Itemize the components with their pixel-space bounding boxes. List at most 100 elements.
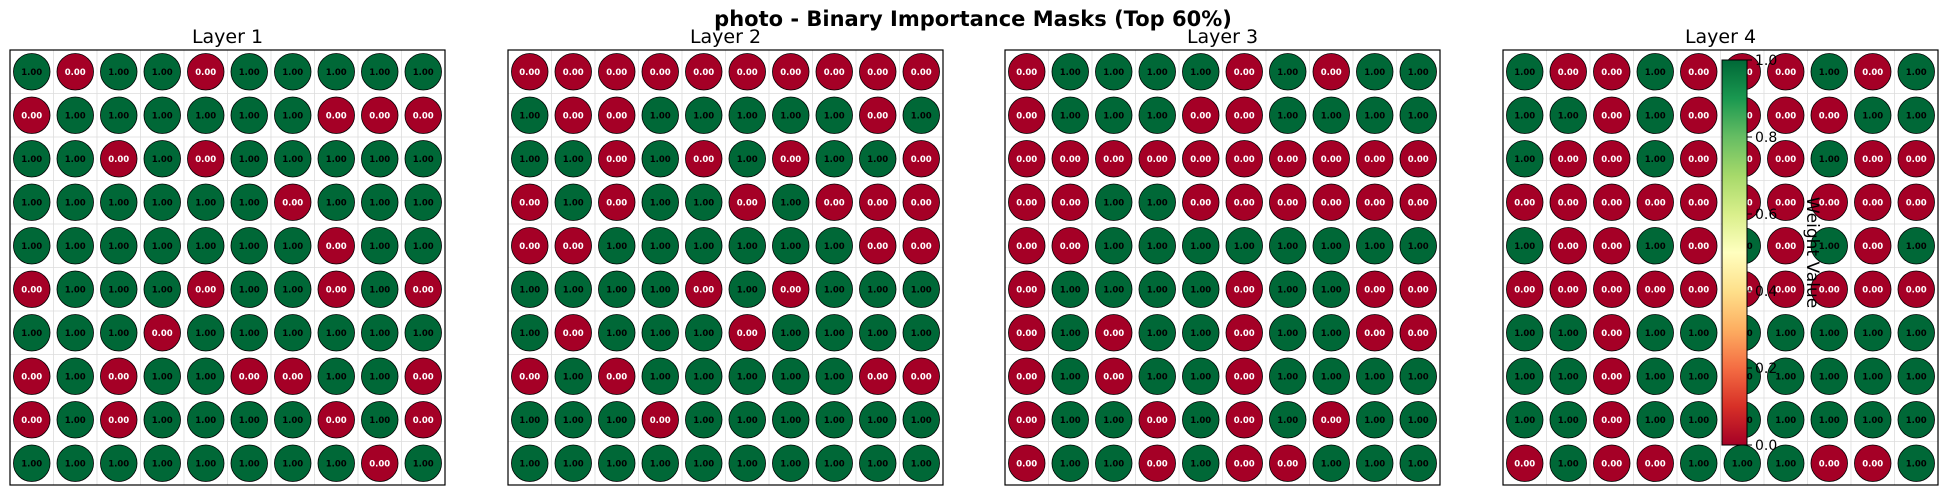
mask-cell	[361, 227, 399, 265]
cell-value-label: 0.00	[606, 198, 627, 208]
mask-cell	[143, 53, 181, 91]
mask-cell	[1680, 314, 1718, 352]
mask-cell	[1636, 357, 1674, 395]
cell-value-label: 1.00	[1147, 372, 1168, 382]
cell-value-label: 1.00	[563, 155, 584, 165]
mask-cell	[1225, 357, 1263, 395]
cell-value-label: 0.00	[369, 111, 390, 121]
mask-cell	[1008, 444, 1046, 482]
mask-cell	[1399, 357, 1437, 395]
cell-value-label: 0.00	[1147, 459, 1168, 469]
cell-value-label: 1.00	[867, 329, 888, 339]
mask-cell	[1225, 53, 1263, 91]
cell-value-label: 0.00	[1775, 242, 1796, 252]
cell-value-label: 1.00	[21, 329, 42, 339]
cell-value-label: 1.00	[65, 242, 86, 252]
mask-cell	[1399, 444, 1437, 482]
cell-value-label: 1.00	[1819, 68, 1840, 78]
colorbar: 0.0 0.2 0.4 0.6 0.8 1.0 Weight Value	[1721, 53, 1822, 454]
mask-cell	[187, 96, 225, 134]
cell-value-label: 0.00	[108, 155, 129, 165]
mask-cell	[554, 227, 592, 265]
cell-value-label: 1.00	[650, 329, 671, 339]
mask-cell	[317, 140, 355, 178]
mask-cell	[361, 270, 399, 308]
cell-value-label: 0.00	[519, 68, 540, 78]
mask-cell	[1399, 314, 1437, 352]
mask-cell	[1897, 401, 1935, 439]
mask-cell	[361, 357, 399, 395]
mask-cell	[728, 270, 766, 308]
cell-value-label: 1.00	[369, 242, 390, 252]
cell-value-label: 1.00	[693, 459, 714, 469]
cell-value-label: 0.00	[737, 198, 758, 208]
mask-cell	[902, 96, 940, 134]
cell-value-label: 1.00	[563, 459, 584, 469]
mask-cell	[641, 444, 679, 482]
cell-value-label: 1.00	[369, 155, 390, 165]
cell-value-label: 1.00	[737, 416, 758, 426]
cell-value-label: 1.00	[1558, 459, 1579, 469]
mask-cell	[1549, 444, 1587, 482]
cell-value-label: 0.00	[1277, 198, 1298, 208]
mask-cell	[404, 444, 442, 482]
mask-cell	[641, 314, 679, 352]
cell-value-label: 1.00	[693, 416, 714, 426]
cell-value-label: 1.00	[413, 68, 434, 78]
mask-cell	[1636, 53, 1674, 91]
cell-value-label: 0.00	[563, 111, 584, 121]
mask-cell	[728, 96, 766, 134]
cell-value-label: 1.00	[413, 155, 434, 165]
cell-value-label: 1.00	[1364, 416, 1385, 426]
mask-cell	[685, 314, 723, 352]
cell-value-label: 0.00	[1601, 285, 1622, 295]
cell-value-label: 0.00	[413, 285, 434, 295]
mask-cell	[1549, 270, 1587, 308]
mask-cell	[1810, 357, 1848, 395]
mask-cell	[772, 227, 810, 265]
cell-value-label: 1.00	[693, 198, 714, 208]
mask-cell	[1138, 53, 1176, 91]
cell-value-label: 1.00	[1321, 459, 1342, 469]
cell-value-label: 1.00	[563, 372, 584, 382]
cell-value-label: 1.00	[867, 416, 888, 426]
cell-value-label: 0.00	[1906, 198, 1927, 208]
cell-value-label: 0.00	[1688, 68, 1709, 78]
cell-value-label: 0.00	[911, 155, 932, 165]
mask-cell	[1854, 444, 1892, 482]
cell-value-label: 1.00	[152, 242, 173, 252]
cell-value-label: 1.00	[1321, 242, 1342, 252]
mask-cell	[1636, 314, 1674, 352]
mask-cell	[143, 183, 181, 221]
cell-value-label: 1.00	[1558, 329, 1579, 339]
cell-value-label: 0.00	[282, 372, 303, 382]
cell-value-label: 0.00	[1514, 285, 1535, 295]
cell-value-label: 0.00	[1364, 329, 1385, 339]
mask-cell	[641, 270, 679, 308]
panel-frame	[1502, 49, 1939, 486]
cell-value-label: 1.00	[413, 198, 434, 208]
cell-value-label: 1.00	[21, 155, 42, 165]
mask-cell	[274, 140, 312, 178]
cell-value-label: 1.00	[326, 155, 347, 165]
cell-value-label: 0.00	[21, 416, 42, 426]
mask-cell	[1312, 444, 1350, 482]
cell-value-label: 1.00	[606, 285, 627, 295]
mask-cell	[230, 270, 268, 308]
mask-cell	[1767, 270, 1805, 308]
cell-value-label: 1.00	[369, 198, 390, 208]
cell-value-label: 1.00	[369, 68, 390, 78]
mask-cell	[1051, 401, 1089, 439]
cell-value-label: 0.00	[1016, 111, 1037, 121]
cell-value-label: 1.00	[519, 285, 540, 295]
mask-cell	[317, 270, 355, 308]
cell-value-label: 1.00	[1190, 459, 1211, 469]
cell-value-label: 1.00	[239, 198, 260, 208]
mask-cell	[1312, 96, 1350, 134]
cell-value-label: 0.00	[1364, 155, 1385, 165]
mask-cell	[1095, 444, 1133, 482]
cell-value-label: 1.00	[152, 111, 173, 121]
mask-cell	[1897, 270, 1935, 308]
mask-cell	[1810, 444, 1848, 482]
cell-value-label: 1.00	[693, 329, 714, 339]
